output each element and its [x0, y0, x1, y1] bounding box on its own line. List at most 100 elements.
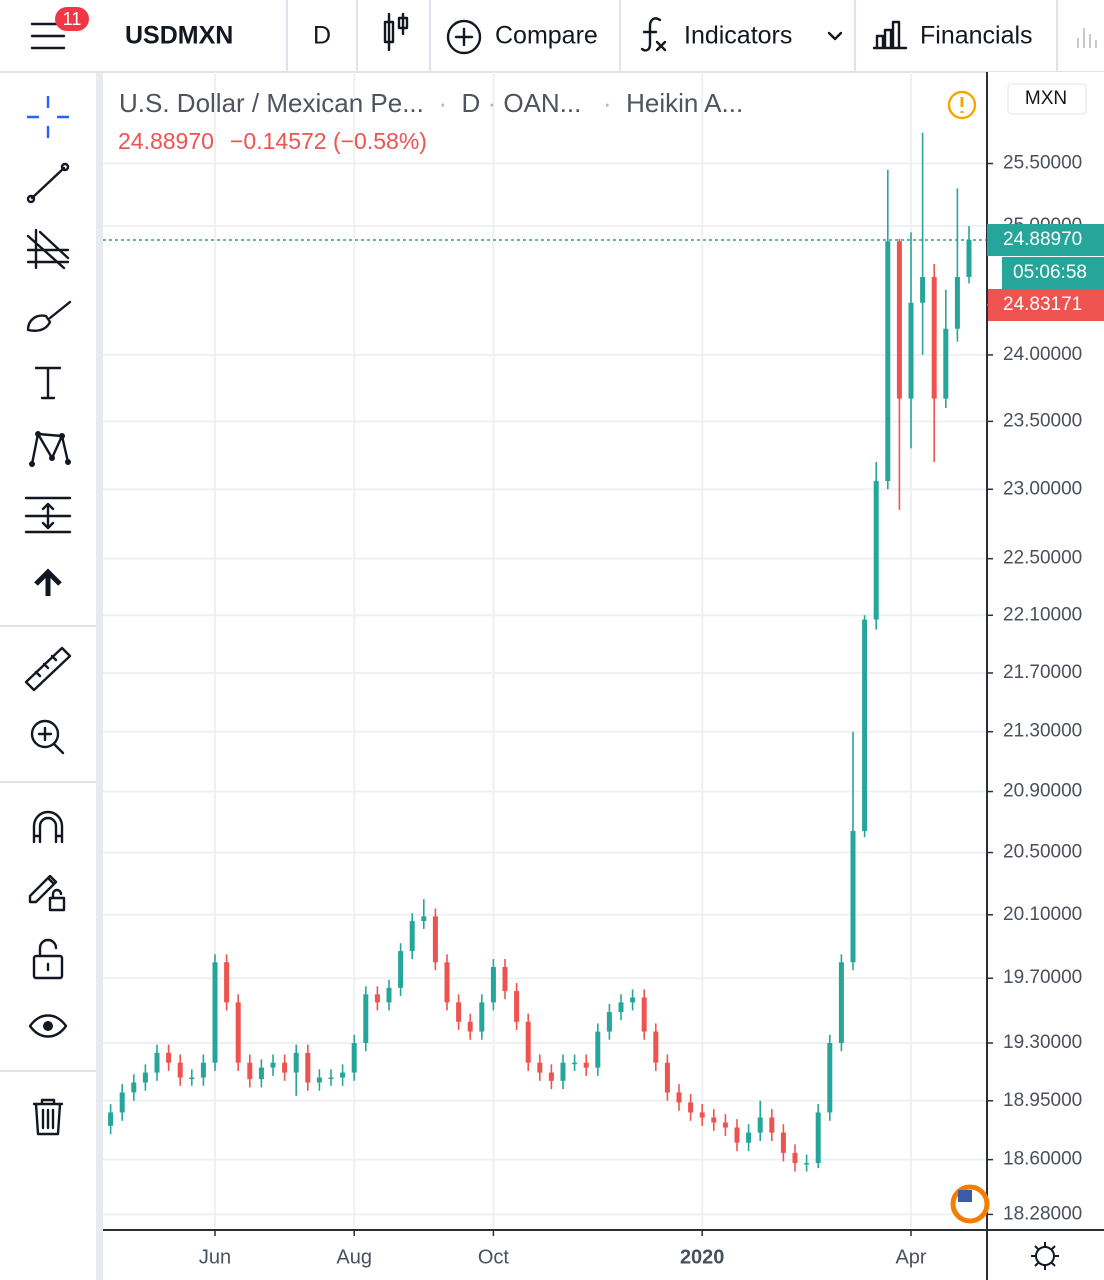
x-tick-label: Apr	[895, 1246, 926, 1268]
chart-style-button[interactable]	[383, 12, 409, 52]
fib-tool[interactable]	[26, 228, 70, 270]
top-toolbar: 11 USDMXN D Compare Indicators Financial…	[0, 0, 1104, 73]
interval-button[interactable]: D	[313, 22, 331, 50]
delete-tool[interactable]	[32, 1098, 64, 1136]
candle-body	[154, 1052, 160, 1073]
candle-body	[270, 1062, 276, 1068]
visibility-tool[interactable]	[28, 1014, 68, 1038]
candle-body	[224, 962, 230, 1003]
legend-separator: ·	[424, 88, 462, 118]
candle-body	[177, 1062, 183, 1078]
last-price-label: 24.88970	[1003, 229, 1082, 250]
candle-body	[316, 1077, 322, 1083]
candle-body	[548, 1072, 554, 1081]
lock-drawing-tool[interactable]	[28, 874, 66, 912]
candle-body	[572, 1062, 578, 1065]
indicators-button[interactable]: Indicators	[640, 17, 843, 52]
legend-item: Heikin A...	[626, 88, 743, 118]
candle-body	[514, 991, 520, 1022]
chart-bg	[103, 73, 1104, 1280]
y-tick-label: 21.30000	[1003, 721, 1082, 742]
candle-body	[931, 276, 937, 399]
candle-body	[374, 994, 380, 1003]
left-toolbar	[0, 73, 103, 1280]
y-tick-label: 18.28000	[1003, 1203, 1082, 1224]
candle-body	[583, 1062, 589, 1068]
candle-body	[688, 1102, 694, 1113]
candle-body	[873, 481, 879, 620]
zoom-tool[interactable]	[30, 719, 65, 755]
candle-body	[862, 619, 868, 832]
badge	[55, 7, 89, 31]
candle-body	[386, 987, 392, 1003]
legend-title-line: U.S. Dollar / Mexican Pe... · D · OAN...…	[119, 88, 743, 118]
legend-price: 24.88970	[118, 128, 214, 154]
candle-body	[734, 1127, 740, 1143]
brush-tool[interactable]	[26, 300, 72, 332]
countdown-label: 05:06:58	[1013, 262, 1087, 283]
candle-body	[398, 951, 404, 988]
candle-body	[838, 962, 844, 1043]
more-button-faded	[1077, 28, 1097, 48]
candle-body	[699, 1112, 705, 1118]
candle-body	[305, 1052, 311, 1083]
candle-body	[885, 241, 891, 482]
lock-all-tool[interactable]	[32, 938, 64, 980]
candle-body	[943, 328, 949, 399]
compare-label: Compare	[495, 22, 598, 50]
candle-body	[537, 1062, 543, 1073]
magnet-tool[interactable]	[32, 810, 64, 844]
candle-body	[966, 239, 972, 277]
y-tick-label: 22.10000	[1003, 604, 1082, 625]
y-tick-label: 21.70000	[1003, 662, 1082, 683]
candle-body	[351, 1042, 357, 1073]
pattern-tool[interactable]	[29, 431, 71, 467]
y-tick-label: 19.30000	[1003, 1032, 1082, 1053]
candle-body	[850, 831, 856, 963]
x-tick-label: Jun	[199, 1246, 231, 1268]
candle-body	[490, 967, 496, 1003]
y-tick-label: 19.70000	[1003, 967, 1082, 988]
candle-body	[722, 1122, 728, 1128]
text-tool[interactable]	[34, 366, 62, 400]
candle-body	[247, 1062, 253, 1080]
countdown-box	[1002, 256, 1104, 289]
financials-button[interactable]: Financials	[872, 20, 1033, 50]
arrow-tool[interactable]	[34, 568, 62, 596]
candle-body	[606, 1012, 612, 1032]
menu-button[interactable]: 11	[30, 7, 89, 50]
legend-separator: ·	[480, 88, 503, 118]
candle-body	[282, 1062, 288, 1073]
prediction-tool[interactable]	[24, 496, 72, 534]
candle-body	[896, 241, 902, 399]
candle-body	[235, 1002, 241, 1063]
legend-item: U.S. Dollar / Mexican Pe...	[119, 88, 424, 118]
candle-body	[467, 1021, 473, 1032]
y-tick-label: 24.00000	[1003, 344, 1082, 365]
candle-body	[525, 1021, 531, 1063]
candle-body	[502, 967, 508, 992]
candle-body	[108, 1112, 114, 1126]
candle-body	[479, 1002, 485, 1032]
ruler-tool[interactable]	[24, 646, 72, 692]
settings-gear-teeth	[1031, 1242, 1059, 1270]
crosshair-tool[interactable]	[27, 96, 69, 138]
y-tick-label: 18.60000	[1003, 1149, 1082, 1170]
y-tick-label: 25.50000	[1003, 153, 1082, 174]
candle-body	[328, 1077, 334, 1080]
badge-count: 11	[63, 9, 82, 29]
symbol[interactable]: USDMXN	[125, 22, 233, 50]
candle-body	[908, 302, 914, 399]
candle-body	[444, 962, 450, 1003]
candle-body	[630, 997, 636, 1003]
last-price-box	[987, 223, 1104, 256]
candle-body	[769, 1117, 775, 1133]
country-flag-canton	[958, 1190, 972, 1202]
trendline-tool[interactable]	[26, 162, 70, 204]
compare-button[interactable]: Compare	[446, 19, 598, 55]
candle-body	[131, 1082, 137, 1093]
candle-body	[421, 916, 427, 922]
currency-box	[1007, 83, 1087, 115]
